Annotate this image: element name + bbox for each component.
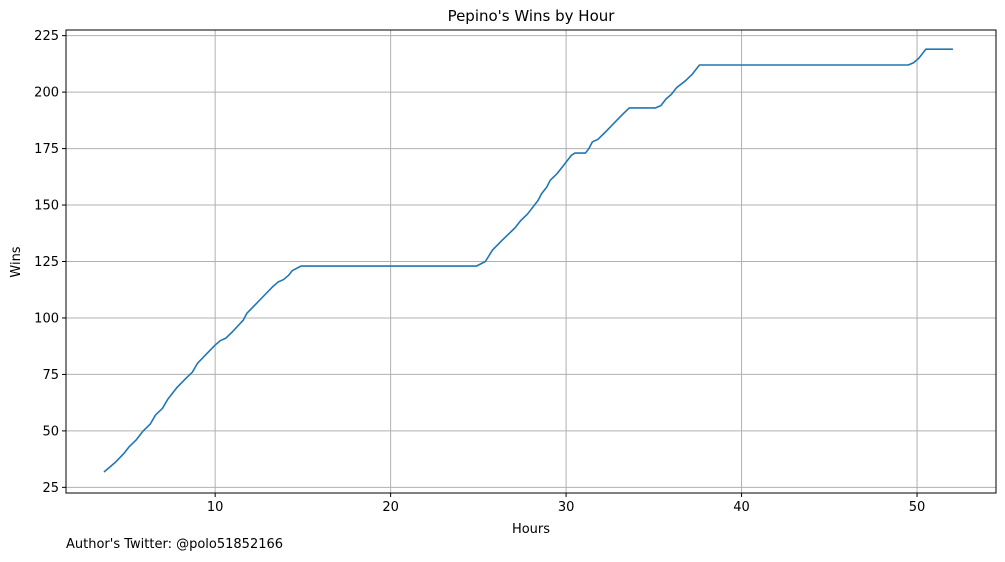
x-tick-label: 10 <box>207 500 224 515</box>
y-tick-label: 150 <box>34 199 59 214</box>
y-tick-label: 50 <box>42 424 59 439</box>
axis-ticks: 10 20 30 40 50 25 50 75 100 125 150 175 200 225 <box>34 29 925 515</box>
x-tick-label: 50 <box>909 500 926 515</box>
y-tick-label: 125 <box>34 255 59 270</box>
y-tick-label: 200 <box>34 86 59 101</box>
y-axis-label: Wins <box>9 246 24 277</box>
grid-lines <box>66 30 996 493</box>
y-tick-label: 75 <box>42 368 59 383</box>
y-tick-label: 225 <box>34 29 59 44</box>
y-tick-label: 25 <box>42 481 59 496</box>
series-line-wins <box>103 48 953 473</box>
series-layer <box>103 48 953 473</box>
chart-title: Pepino's Wins by Hour <box>448 7 616 25</box>
x-tick-label: 40 <box>733 500 750 515</box>
y-tick-label: 100 <box>34 311 59 326</box>
x-tick-label: 30 <box>558 500 575 515</box>
y-tick-label: 175 <box>34 142 59 157</box>
author-credit: Author's Twitter: @polo51852166 <box>66 537 284 552</box>
x-axis-label: Hours <box>512 522 550 537</box>
x-tick-label: 20 <box>382 500 399 515</box>
